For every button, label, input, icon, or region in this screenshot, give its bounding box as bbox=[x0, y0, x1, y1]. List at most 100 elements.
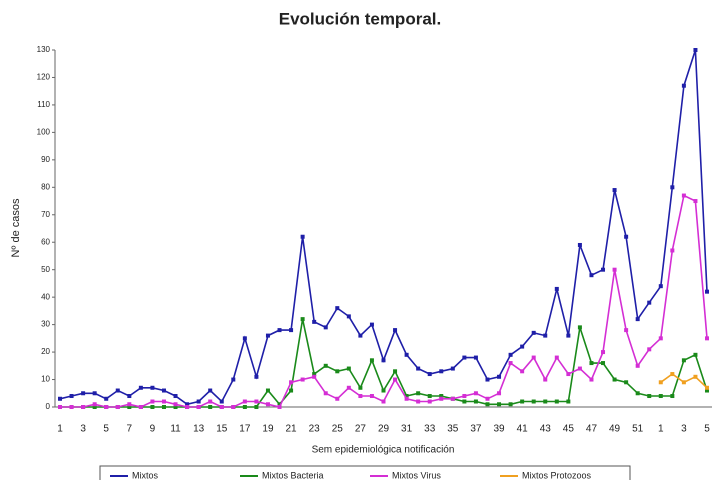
point bbox=[416, 366, 421, 371]
point bbox=[289, 388, 294, 393]
x-tick-label: 47 bbox=[586, 424, 598, 435]
point bbox=[670, 394, 675, 399]
x-tick-label: 3 bbox=[80, 424, 86, 435]
point bbox=[543, 399, 548, 404]
point bbox=[369, 322, 374, 327]
x-tick-label: 7 bbox=[127, 424, 133, 435]
point bbox=[393, 369, 398, 374]
point bbox=[404, 394, 409, 399]
point bbox=[58, 405, 62, 409]
point bbox=[69, 405, 74, 409]
point bbox=[335, 396, 340, 401]
point bbox=[161, 388, 166, 393]
point bbox=[312, 319, 317, 324]
point bbox=[312, 374, 317, 379]
point bbox=[566, 333, 571, 338]
point bbox=[173, 402, 178, 407]
legend-label: Mixtos Virus bbox=[392, 470, 441, 480]
point bbox=[520, 399, 525, 404]
point bbox=[173, 394, 178, 399]
point bbox=[323, 363, 328, 368]
point bbox=[81, 391, 86, 396]
x-tick-label: 51 bbox=[632, 424, 644, 435]
point bbox=[346, 366, 351, 371]
y-tick-label: 30 bbox=[41, 320, 50, 329]
point bbox=[104, 405, 109, 409]
legend-label: Mixtos bbox=[132, 470, 159, 480]
point bbox=[635, 317, 640, 322]
point bbox=[462, 399, 467, 404]
point bbox=[150, 405, 155, 409]
point bbox=[381, 399, 386, 404]
point bbox=[624, 234, 629, 239]
point bbox=[208, 399, 213, 404]
point bbox=[485, 396, 490, 401]
point bbox=[369, 394, 374, 399]
point bbox=[115, 405, 120, 409]
point bbox=[185, 405, 190, 409]
point bbox=[693, 48, 698, 52]
point bbox=[404, 396, 409, 401]
point bbox=[439, 396, 444, 401]
point bbox=[242, 405, 247, 409]
point bbox=[612, 267, 617, 272]
point bbox=[670, 185, 675, 190]
point bbox=[138, 405, 143, 409]
point bbox=[127, 405, 132, 409]
point bbox=[289, 380, 294, 385]
point bbox=[265, 388, 270, 393]
x-tick-label: 43 bbox=[540, 424, 552, 435]
y-axis-title: Nº de casos bbox=[10, 198, 22, 258]
x-tick-label: 29 bbox=[378, 424, 390, 435]
point bbox=[577, 366, 582, 371]
legend-label: Mixtos Bacteria bbox=[262, 470, 324, 480]
point bbox=[635, 363, 640, 368]
point bbox=[161, 399, 166, 404]
point bbox=[647, 394, 652, 399]
point bbox=[531, 330, 536, 335]
y-tick-label: 70 bbox=[41, 210, 50, 219]
point bbox=[219, 399, 224, 404]
point bbox=[485, 377, 490, 382]
point bbox=[612, 377, 617, 382]
point bbox=[277, 328, 282, 333]
point bbox=[612, 188, 617, 193]
x-tick-label: 37 bbox=[470, 424, 482, 435]
point bbox=[693, 374, 698, 379]
y-tick-label: 90 bbox=[41, 155, 50, 164]
point bbox=[601, 267, 606, 272]
point bbox=[335, 306, 340, 311]
x-tick-label: 49 bbox=[609, 424, 621, 435]
point bbox=[473, 355, 478, 360]
point bbox=[531, 355, 536, 360]
y-tick-label: 40 bbox=[41, 292, 50, 301]
point bbox=[115, 388, 120, 393]
x-tick-label: 31 bbox=[401, 424, 413, 435]
point bbox=[254, 374, 259, 379]
point bbox=[635, 391, 640, 396]
point bbox=[589, 273, 594, 278]
point bbox=[624, 380, 629, 385]
point bbox=[554, 286, 559, 291]
point bbox=[497, 374, 502, 379]
point bbox=[81, 405, 86, 409]
point bbox=[681, 358, 686, 363]
x-axis-title: Sem epidemiológica notificación bbox=[312, 445, 455, 456]
x-tick-label: 3 bbox=[681, 424, 687, 435]
point bbox=[369, 358, 374, 363]
point bbox=[58, 396, 62, 401]
y-tick-label: 10 bbox=[41, 375, 50, 384]
point bbox=[508, 352, 513, 357]
x-tick-label: 33 bbox=[424, 424, 436, 435]
point bbox=[658, 336, 663, 341]
point bbox=[658, 284, 663, 289]
series-line bbox=[60, 318, 708, 408]
point bbox=[208, 388, 213, 393]
point bbox=[439, 369, 444, 374]
x-tick-label: 9 bbox=[150, 424, 156, 435]
point bbox=[485, 402, 490, 407]
point bbox=[601, 361, 606, 366]
point bbox=[231, 377, 236, 382]
point bbox=[300, 317, 305, 322]
y-tick-label: 60 bbox=[41, 237, 50, 246]
